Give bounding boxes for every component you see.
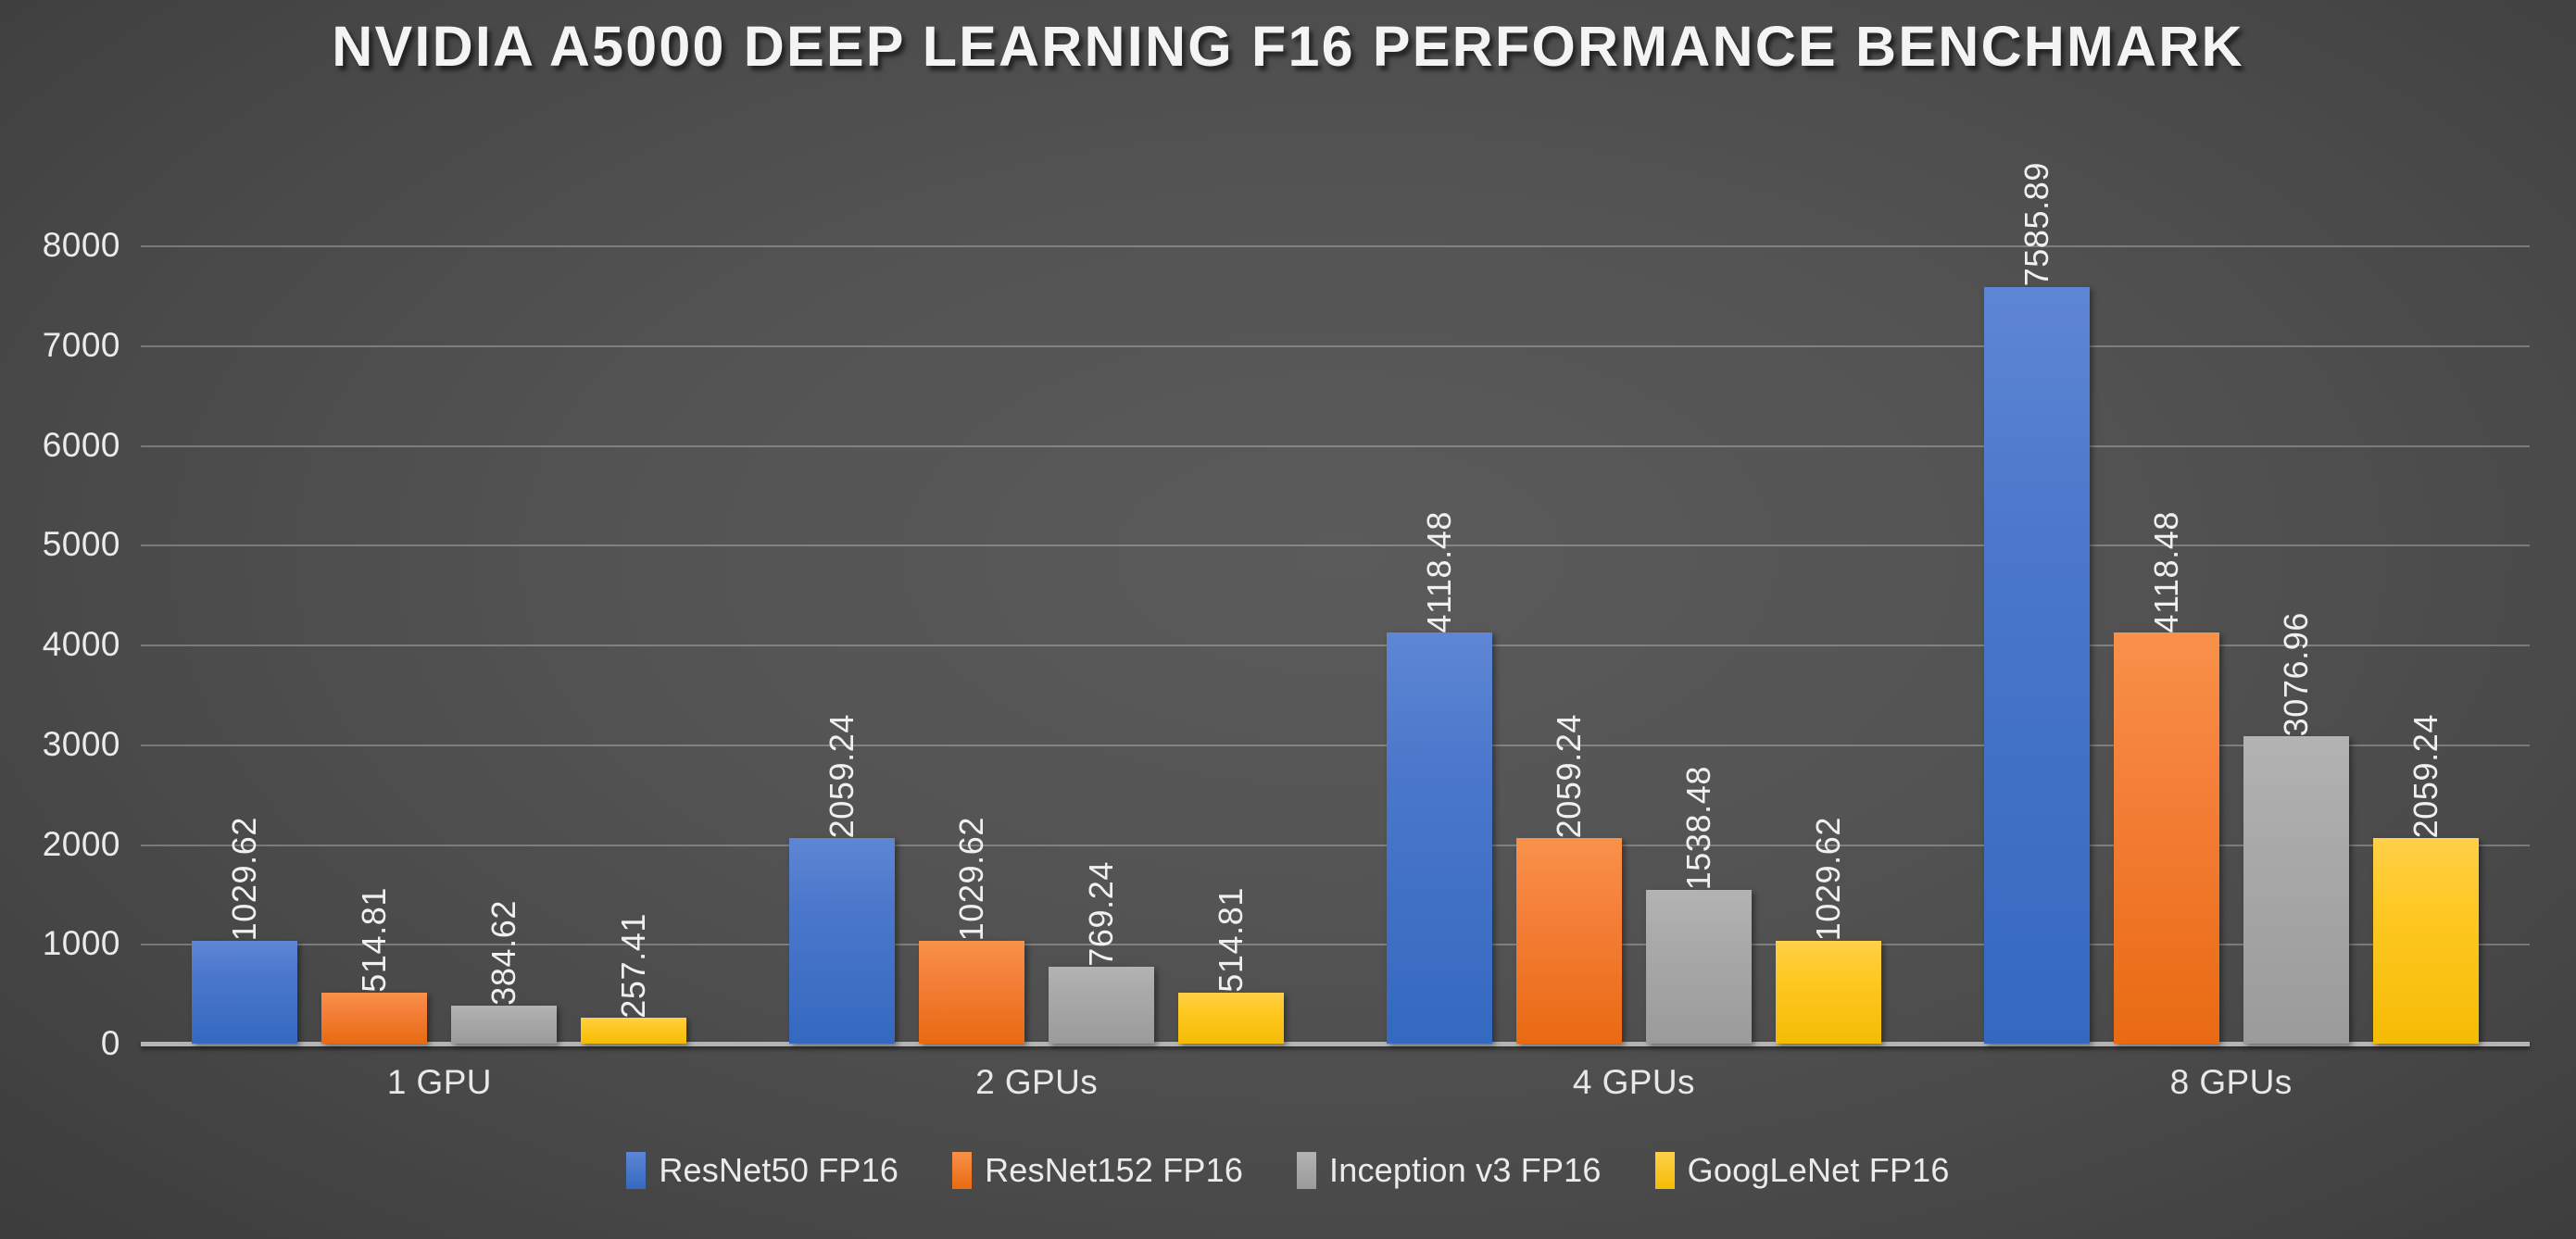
bar-item[interactable]: 514.81 [321,245,428,1044]
gridline [141,645,2530,646]
legend-item[interactable]: ResNet152 FP16 [952,1151,1243,1190]
bar-value-label: 3076.96 [2276,612,2315,737]
bar[interactable] [581,1018,687,1044]
bar[interactable] [1645,890,1752,1044]
bar-group: 2059.24 1029.62 769.24 514.81 [738,245,1336,1044]
chart-legend: ResNet50 FP16 ResNet152 FP16 Inception v3 … [0,1151,2576,1190]
legend-swatch-icon [1297,1152,1317,1189]
legend-item[interactable]: ResNet50 FP16 [626,1151,898,1190]
legend-item[interactable]: GoogLeNet FP16 [1654,1151,1950,1190]
bar-item[interactable]: 384.62 [451,245,558,1044]
y-axis-tick-label: 1000 [42,924,120,963]
bar-item[interactable]: 3076.96 [2243,245,2349,1044]
bar-value-label: 2059.24 [823,713,861,839]
y-axis-tick-label: 7000 [42,325,120,364]
bar-value-label: 1029.62 [1808,816,1847,942]
bar[interactable] [451,1005,558,1044]
bar[interactable] [1386,632,1492,1044]
bar-item[interactable]: 769.24 [1049,245,1155,1044]
x-axis-line [141,1042,2530,1046]
bar-value-label: 2059.24 [1549,713,1588,839]
gridline [141,245,2530,247]
bar-item[interactable]: 7585.89 [1983,162,2090,1044]
x-axis-tick-label: 1 GPU [386,1063,492,1101]
x-axis-tick-label: 2 GPUs [975,1063,1099,1101]
bar[interactable] [1049,967,1155,1044]
legend-label: ResNet50 FP16 [659,1151,899,1189]
bar-group: 1029.62 514.81 384.62 257.41 [141,245,738,1044]
bar-item[interactable]: 2059.24 [789,245,896,1044]
bar-value-label: 1029.62 [952,816,991,942]
gridline [141,544,2530,547]
gridline [141,744,2530,746]
bar-group: 4118.48 2059.24 1538.48 1029.62 [1336,245,1933,1044]
bar-value-label: 7585.89 [2017,162,2055,287]
plot-area: 1029.62 514.81 384.62 257.41 2059.24 1029.62 7… [141,162,2530,1046]
bar-item[interactable]: 4118.48 [1386,245,1492,1044]
bar-value-label: 1538.48 [1678,765,1717,891]
bar-value-label: 4118.48 [1419,510,1458,633]
x-axis-tick-label: 8 GPUs [2169,1063,2293,1101]
legend-swatch-icon [952,1152,973,1189]
bar[interactable] [919,941,1025,1044]
legend-item[interactable]: Inception v3 FP16 [1297,1151,1602,1190]
legend-swatch-icon [626,1152,647,1189]
bar[interactable] [789,838,896,1044]
gridline [141,444,2530,447]
bar-value-label: 1029.62 [225,816,264,942]
legend-label: ResNet152 FP16 [985,1151,1244,1189]
x-axis: 1 GPU 2 GPUs 4 GPUs 8 GPUs [141,1063,2530,1119]
bar[interactable] [192,941,298,1044]
y-axis-tick-label: 8000 [42,226,120,264]
bar-item[interactable]: 514.81 [1178,245,1285,1044]
bar-value-label: 514.81 [355,886,394,993]
bar-value-label: 4118.48 [2146,510,2185,633]
gridline [141,944,2530,946]
y-axis-tick-label: 2000 [42,824,120,863]
bar-item[interactable]: 4118.48 [2113,245,2219,1044]
bar-value-label: 2059.24 [2406,713,2444,839]
bar[interactable] [1983,286,2090,1044]
bar-value-label: 514.81 [1212,886,1250,993]
gridline [141,844,2530,846]
chart-title: NVIDIA A5000 DEEP LEARNING F16 PERFORMAN… [332,15,2244,78]
bar[interactable] [1178,992,1285,1044]
bar-item[interactable]: 2059.24 [2372,245,2479,1044]
bar[interactable] [2372,838,2479,1044]
bar[interactable] [2113,632,2219,1044]
y-axis-tick-label: 6000 [42,425,120,464]
y-axis-tick-label: 3000 [42,724,120,763]
bar[interactable] [1775,941,1881,1044]
gridline [141,344,2530,347]
legend-swatch-icon [1654,1152,1675,1189]
bar-value-label: 384.62 [484,899,523,1006]
y-axis-tick-label: 5000 [42,525,120,564]
bar-item[interactable]: 1029.62 [919,245,1025,1044]
legend-label: Inception v3 FP16 [1329,1151,1602,1189]
bar[interactable] [1515,838,1622,1044]
bar-item[interactable]: 2059.24 [1515,245,1622,1044]
bar-group: 7585.89 4118.48 3076.96 2059.24 [1932,162,2530,1044]
bar[interactable] [321,992,428,1044]
legend-label: GoogLeNet FP16 [1687,1151,1950,1189]
bar-value-label: 257.41 [614,912,653,1019]
bar-item[interactable]: 1029.62 [1775,245,1881,1044]
bar[interactable] [2243,736,2349,1044]
y-axis-tick-label: 0 [100,1024,120,1062]
y-axis-tick-label: 4000 [42,625,120,663]
bar-item[interactable]: 257.41 [581,245,687,1044]
bar-value-label: 769.24 [1082,861,1121,968]
x-axis-tick-label: 4 GPUs [1572,1063,1695,1101]
y-axis: 0 1000 2000 3000 4000 5000 6000 7000 8000 [0,226,120,1062]
bar-item[interactable]: 1029.62 [192,245,298,1044]
bar-item[interactable]: 1538.48 [1645,245,1752,1044]
